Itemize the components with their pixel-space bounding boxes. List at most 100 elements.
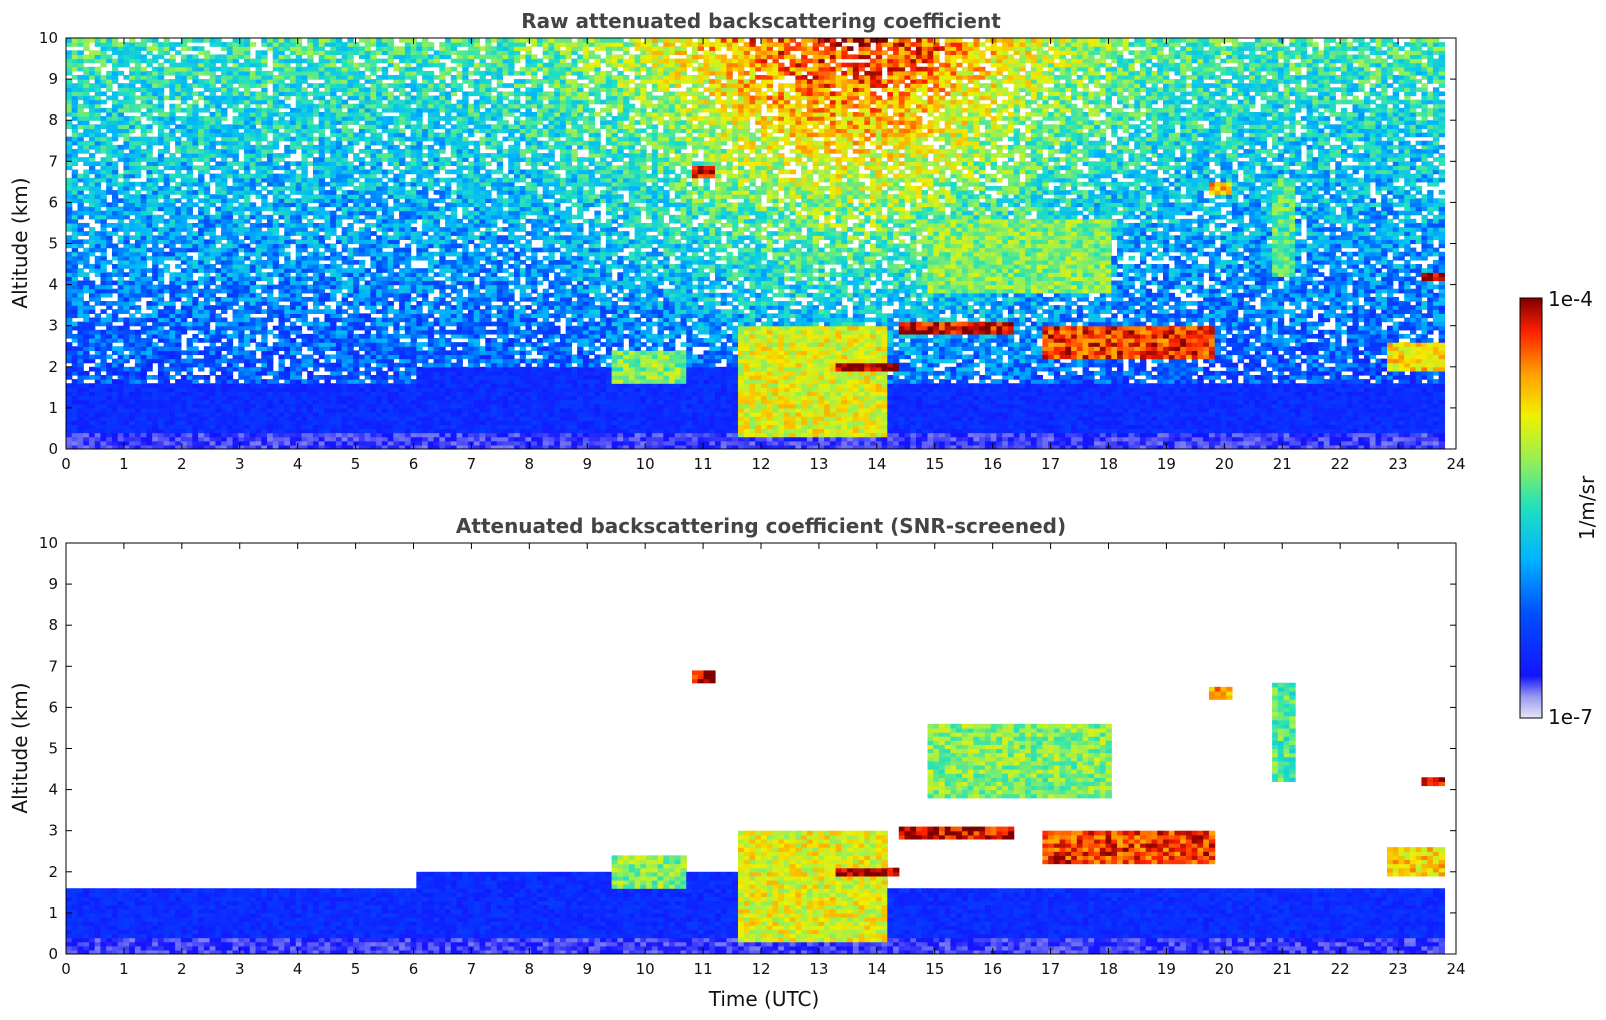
heatmap-cell — [106, 83, 112, 88]
heatmap-cell — [181, 416, 187, 421]
heatmap-cell — [204, 280, 210, 285]
heatmap-cell — [77, 133, 83, 138]
heatmap-cell — [72, 54, 78, 59]
heatmap-cell — [198, 137, 204, 142]
heatmap-cell — [204, 219, 210, 224]
heatmap-cell — [106, 375, 112, 380]
heatmap-cell — [95, 83, 101, 88]
heatmap-cell — [204, 215, 210, 220]
heatmap-cell — [141, 239, 147, 244]
heatmap-cell — [187, 178, 193, 183]
heatmap-cell — [106, 420, 112, 425]
heatmap-cell — [198, 416, 204, 421]
heatmap-cell — [187, 437, 193, 442]
heatmap-cell — [95, 207, 101, 212]
heatmap-cell — [158, 437, 164, 442]
heatmap-cell — [106, 346, 112, 351]
heatmap-cell — [210, 297, 216, 302]
heatmap-cell — [152, 305, 158, 310]
heatmap-cell — [89, 424, 95, 429]
heatmap-cell — [158, 96, 164, 101]
heatmap-cell — [152, 79, 158, 84]
heatmap-cell — [169, 367, 175, 372]
heatmap-cell — [123, 128, 129, 133]
heatmap-cell — [181, 252, 187, 257]
heatmap-cell — [123, 305, 129, 310]
heatmap-cell — [146, 387, 152, 392]
heatmap-cell — [141, 367, 147, 372]
heatmap-cell — [152, 141, 158, 146]
heatmap-cell — [158, 420, 164, 425]
heatmap-cell — [146, 153, 152, 158]
heatmap-cell — [210, 268, 216, 273]
heatmap-cell — [210, 63, 216, 68]
heatmap-cell — [72, 252, 78, 257]
heatmap-cell — [221, 317, 227, 322]
heatmap-cell — [187, 149, 193, 154]
heatmap-cell — [210, 71, 216, 76]
heatmap-cell — [146, 174, 152, 179]
heatmap-cell — [118, 379, 124, 384]
heatmap-cell — [181, 227, 187, 232]
heatmap-cell — [123, 387, 129, 392]
heatmap-cell — [181, 280, 187, 285]
heatmap-cell — [181, 433, 187, 438]
heatmap-cell — [152, 170, 158, 175]
heatmap-cell — [100, 161, 106, 166]
heatmap-cell — [141, 428, 147, 433]
heatmap-cell — [175, 219, 181, 224]
heatmap-cell — [233, 63, 239, 68]
heatmap-cell — [129, 100, 135, 105]
heatmap-cell — [118, 157, 124, 162]
heatmap-cell — [187, 260, 193, 265]
heatmap-cell — [152, 400, 158, 405]
heatmap-cell — [221, 437, 227, 442]
heatmap-cell — [198, 38, 204, 43]
heatmap-cell — [112, 437, 118, 442]
heatmap-cell — [100, 239, 106, 244]
heatmap-cell — [106, 441, 112, 446]
heatmap-cell — [164, 359, 170, 364]
heatmap-cell — [89, 252, 95, 257]
heatmap-cell — [141, 67, 147, 72]
heatmap-cell — [66, 235, 72, 240]
heatmap-cell — [164, 317, 170, 322]
heatmap-cell — [146, 239, 152, 244]
heatmap-cell — [112, 359, 118, 364]
heatmap-cell — [123, 120, 129, 125]
heatmap-cell — [123, 371, 129, 376]
heatmap-cell — [135, 280, 141, 285]
heatmap-cell — [146, 342, 152, 347]
heatmap-cell — [221, 326, 227, 331]
heatmap-cell — [72, 141, 78, 146]
heatmap-cell — [169, 87, 175, 92]
heatmap-cell — [181, 383, 187, 388]
heatmap-cell — [192, 400, 198, 405]
heatmap-cell — [233, 408, 239, 413]
heatmap-cell — [169, 391, 175, 396]
heatmap-cell — [210, 387, 216, 392]
heatmap-cell — [66, 297, 72, 302]
heatmap-cell — [89, 396, 95, 401]
heatmap-cell — [204, 198, 210, 203]
heatmap-cell — [210, 256, 216, 261]
heatmap-cell — [198, 227, 204, 232]
heatmap-cell — [95, 350, 101, 355]
heatmap-cell — [164, 137, 170, 142]
heatmap-cell — [118, 124, 124, 129]
heatmap-cell — [83, 248, 89, 253]
heatmap-cell — [215, 186, 221, 191]
heatmap-cell — [233, 326, 239, 331]
heatmap-cell — [221, 235, 227, 240]
heatmap-cell — [227, 293, 233, 298]
heatmap-cell — [106, 190, 112, 195]
heatmap-cell — [169, 178, 175, 183]
heatmap-cell — [141, 54, 147, 59]
heatmap-cell — [89, 428, 95, 433]
heatmap-cell — [169, 116, 175, 121]
heatmap-cell — [221, 309, 227, 314]
heatmap-cell — [158, 104, 164, 109]
heatmap-cell — [100, 334, 106, 339]
heatmap-cell — [135, 387, 141, 392]
heatmap-cell — [164, 71, 170, 76]
